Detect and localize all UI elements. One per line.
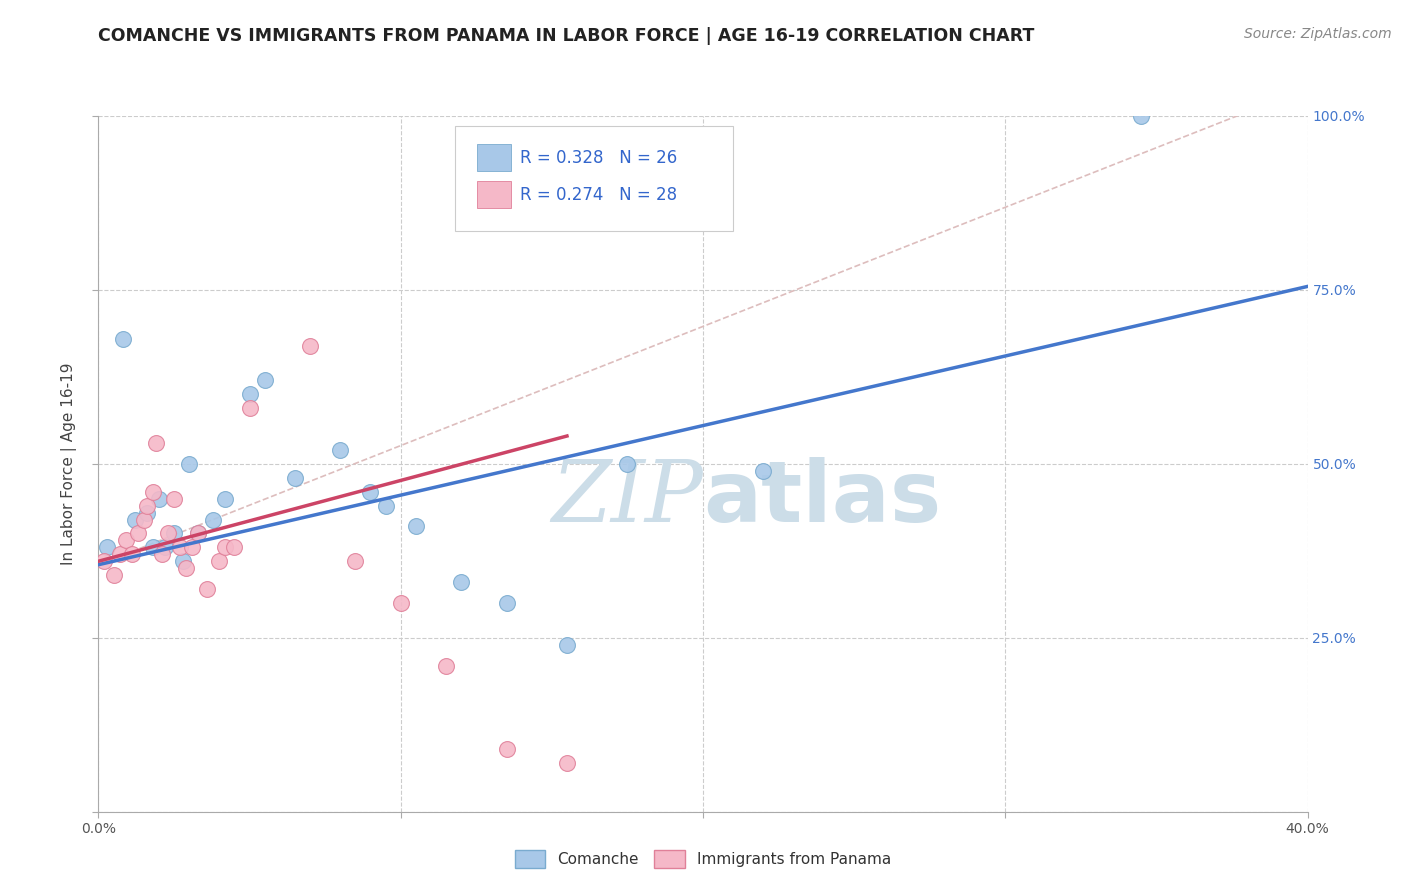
- Text: Source: ZipAtlas.com: Source: ZipAtlas.com: [1244, 27, 1392, 41]
- Point: [344, 554, 367, 568]
- Point: [239, 387, 262, 401]
- Point: [111, 332, 134, 346]
- Point: [187, 526, 209, 541]
- Point: [195, 582, 218, 596]
- Point: [153, 541, 176, 555]
- Point: [108, 547, 131, 561]
- Point: [121, 547, 143, 561]
- Point: [103, 568, 125, 582]
- Text: COMANCHE VS IMMIGRANTS FROM PANAMA IN LABOR FORCE | AGE 16-19 CORRELATION CHART: COMANCHE VS IMMIGRANTS FROM PANAMA IN LA…: [98, 27, 1035, 45]
- Point: [224, 541, 246, 555]
- Point: [495, 596, 517, 610]
- Point: [299, 338, 322, 352]
- Text: ZIP: ZIP: [551, 458, 703, 540]
- Point: [93, 554, 115, 568]
- Point: [150, 547, 173, 561]
- Text: atlas: atlas: [703, 457, 941, 541]
- Point: [145, 436, 167, 450]
- Point: [179, 457, 201, 471]
- Bar: [477, 145, 510, 171]
- Point: [174, 561, 197, 575]
- Point: [405, 519, 427, 533]
- Point: [135, 499, 157, 513]
- Point: [181, 541, 204, 555]
- Point: [434, 658, 457, 673]
- Point: [96, 541, 118, 555]
- Point: [214, 541, 236, 555]
- Point: [208, 554, 231, 568]
- Point: [253, 373, 276, 387]
- Point: [239, 401, 262, 416]
- Text: R = 0.274   N = 28: R = 0.274 N = 28: [520, 186, 678, 203]
- FancyBboxPatch shape: [456, 127, 734, 231]
- Point: [156, 526, 179, 541]
- Point: [752, 464, 775, 478]
- Point: [214, 491, 236, 506]
- Point: [163, 491, 186, 506]
- Point: [1130, 109, 1153, 123]
- Point: [389, 596, 412, 610]
- Point: [142, 484, 165, 499]
- Point: [329, 442, 352, 457]
- Point: [142, 541, 165, 555]
- Bar: [477, 181, 510, 208]
- Point: [187, 526, 209, 541]
- Point: [169, 541, 191, 555]
- Point: [127, 526, 149, 541]
- Point: [202, 512, 225, 526]
- Point: [555, 756, 578, 770]
- Point: [450, 575, 472, 590]
- Point: [148, 491, 170, 506]
- Point: [555, 638, 578, 652]
- Point: [132, 512, 155, 526]
- Point: [495, 742, 517, 756]
- Point: [360, 484, 382, 499]
- Point: [172, 554, 194, 568]
- Y-axis label: In Labor Force | Age 16-19: In Labor Force | Age 16-19: [60, 362, 77, 566]
- Point: [374, 499, 396, 513]
- Legend: Comanche, Immigrants from Panama: Comanche, Immigrants from Panama: [509, 844, 897, 873]
- Point: [114, 533, 136, 548]
- Point: [616, 457, 638, 471]
- Text: R = 0.328   N = 26: R = 0.328 N = 26: [520, 149, 678, 167]
- Point: [163, 526, 186, 541]
- Point: [124, 512, 146, 526]
- Point: [284, 471, 307, 485]
- Point: [135, 506, 157, 520]
